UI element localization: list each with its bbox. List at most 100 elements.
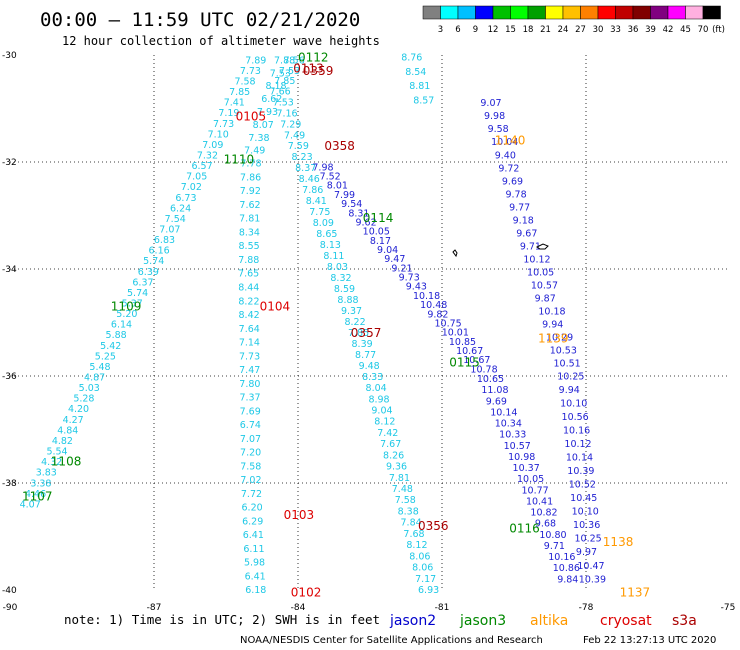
wave-height-value: 4.07 <box>20 499 41 510</box>
wave-height-value: 7.32 <box>197 151 218 162</box>
wave-height-value: 10.18 <box>538 306 565 317</box>
colorbar-swatch <box>422 5 441 20</box>
altimeter-tracks: 4.074.463.383.834.325.544.824.844.274.20… <box>20 53 606 596</box>
wave-height-value: 9.71 <box>520 242 541 253</box>
wave-height-value: 10.34 <box>495 419 522 430</box>
wave-height-value: 7.19 <box>218 108 239 119</box>
wave-height-value: 9.87 <box>535 293 556 304</box>
wave-height-value: 7.73 <box>213 119 234 130</box>
pass-time-label: 0116 <box>509 521 540 535</box>
wave-height-value: 8.41 <box>306 196 327 207</box>
wave-height-value: 8.04 <box>366 383 387 394</box>
wave-height-value: 8.39 <box>352 339 373 350</box>
pass-time-label: 1107 <box>22 489 53 503</box>
wave-height-value: 10.41 <box>526 496 553 507</box>
lat-lon-grid <box>10 55 730 590</box>
colorbar-label: 42 <box>663 25 674 35</box>
map-title: 00:00 – 11:59 UTC 02/21/2020 <box>40 9 360 31</box>
wave-height-value: 8.54 <box>405 67 426 78</box>
wave-height-value: 7.54 <box>165 214 186 225</box>
wave-height-value: 10.05 <box>363 227 390 238</box>
wave-height-value: 9.54 <box>341 199 362 210</box>
pass-time-label: 0104 <box>260 299 291 313</box>
wave-height-value: 7.49 <box>284 130 305 141</box>
wave-height-value: 7.37 <box>239 393 260 404</box>
colorbar-label: 33 <box>610 25 621 35</box>
wave-height-value: 10.37 <box>513 463 540 474</box>
wave-height-value: 7.67 <box>380 439 401 450</box>
wave-height-value: 7.58 <box>234 76 255 87</box>
wave-height-value: 7.88 <box>274 55 295 66</box>
wave-height-value: 10.67 <box>456 346 483 357</box>
wave-height-value: 10.10 <box>560 398 587 409</box>
wave-height-value: 7.92 <box>240 186 261 197</box>
wave-height-value: 6.20 <box>242 503 263 514</box>
wave-height-value: 8.06 <box>412 563 433 574</box>
wave-height-value: 8.42 <box>239 310 260 321</box>
wave-height-value: 10.04 <box>491 137 518 148</box>
colorbar-label: 12 <box>488 25 499 35</box>
wave-height-value: 7.85 <box>274 76 295 87</box>
wave-height-value: 10.65 <box>477 374 504 385</box>
pass-time-label: 1139 <box>538 332 569 346</box>
map-subtitle: 12 hour collection of altimeter wave hei… <box>62 34 380 48</box>
colorbar-swatch <box>597 5 616 20</box>
latitude-tick-label: -34 <box>2 265 17 275</box>
wave-height-value: 7.99 <box>334 190 355 201</box>
wave-height-value: 10.80 <box>539 530 566 541</box>
wave-height-value: 10.82 <box>530 508 557 519</box>
pass-time-label: 0105 <box>236 110 267 124</box>
wave-height-value: 6.62 <box>261 94 282 105</box>
wave-height-value: 10.47 <box>577 561 604 572</box>
wave-height-value: 3.83 <box>36 468 57 479</box>
wave-height-value: 9.37 <box>341 306 362 317</box>
colorbar-swatch <box>440 5 459 20</box>
longitude-tick-label: -87 <box>147 603 162 613</box>
wave-height-value: 8.17 <box>370 236 391 247</box>
pass-time-label: 1110 <box>224 152 255 166</box>
wave-height-value: 10.48 <box>420 300 447 311</box>
pass-time-label: 0359 <box>303 64 334 78</box>
wave-height-value: 6.57 <box>191 161 212 172</box>
wave-height-value: 10.86 <box>553 563 580 574</box>
wave-height-value: 9.69 <box>502 176 523 187</box>
wave-height-value: 8.13 <box>320 240 341 251</box>
legend-jason3: jason3 <box>459 613 506 629</box>
wave-height-value: 9.94 <box>542 319 563 330</box>
wave-height-value: 7.49 <box>244 146 265 157</box>
colorbar-swatch <box>667 5 686 20</box>
wave-height-value: 7.53 <box>279 66 300 77</box>
wave-height-value: 7.59 <box>288 141 309 152</box>
wave-height-value: 7.85 <box>348 328 369 339</box>
wave-height-value: 10.45 <box>570 493 597 504</box>
wave-height-value: 6.41 <box>243 530 264 541</box>
wave-height-value: 7.38 <box>248 133 269 144</box>
wave-height-value: 5.42 <box>100 341 121 352</box>
wave-height-value: 9.68 <box>535 519 556 530</box>
wave-height-value: 6.73 <box>175 193 196 204</box>
wave-height-value: 6.83 <box>154 235 175 246</box>
wave-height-value: 7.07 <box>240 434 261 445</box>
wave-height-value: 4.46 <box>25 489 46 500</box>
wave-height-value: 7.86 <box>302 185 323 196</box>
wave-height-value: 8.18 <box>265 81 286 92</box>
wave-height-colorbar: 3 6 9 12 15 18 21 24 27 30 33 36 39 42 45 70 (ft) <box>422 5 725 35</box>
wave-height-value: 10.36 <box>573 520 600 531</box>
wave-height-value: 7.73 <box>239 351 260 362</box>
wave-height-value: 7.53 <box>273 98 294 109</box>
wave-height-value: 8.03 <box>327 262 348 273</box>
wave-height-value: 10.33 <box>499 430 526 441</box>
latitude-tick-label: -40 <box>2 586 17 596</box>
wave-height-value: 10.56 <box>562 412 589 423</box>
wave-height-value: 10.01 <box>442 328 469 339</box>
wave-height-value: 5.54 <box>46 447 67 458</box>
wave-height-value: 9.40 <box>495 150 516 161</box>
wave-height-value: 11.08 <box>481 385 508 396</box>
footer-credit: NOAA/NESDIS Center for Satellite Applica… <box>240 635 543 646</box>
wave-height-value: 3.38 <box>30 478 51 489</box>
longitude-tick-label: -81 <box>435 603 450 613</box>
colorbar-label: 15 <box>505 25 516 35</box>
wave-height-value: 6.11 <box>243 544 264 555</box>
wave-height-value: 8.81 <box>409 81 430 92</box>
